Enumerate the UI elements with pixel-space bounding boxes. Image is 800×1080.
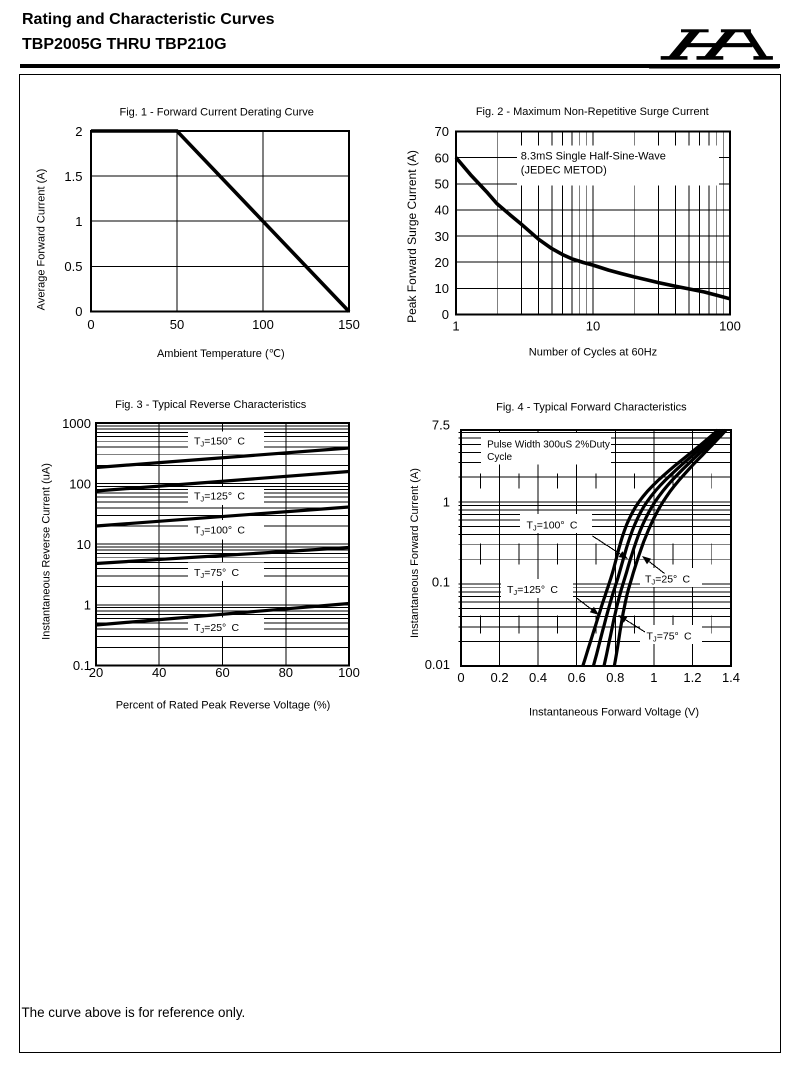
svg-text:Fig. 1 - Forward Current Derat: Fig. 1 - Forward Current Derating Curve (119, 107, 313, 119)
svg-text:TJ=25° C: TJ=25° C (645, 574, 690, 587)
svg-text:TJ=75° C: TJ=75° C (647, 631, 692, 644)
svg-text:0.1: 0.1 (73, 658, 91, 673)
svg-text:70: 70 (435, 124, 449, 139)
svg-text:Fig. 4 - Typical Forward Chara: Fig. 4 - Typical Forward Characteristics (496, 402, 687, 414)
svg-text:Percent of Rated Peak Reverse: Percent of Rated Peak Reverse Voltage (%… (116, 700, 331, 712)
svg-text:Number of Cycles at 60Hz: Number of Cycles at 60Hz (529, 347, 657, 359)
svg-text:10: 10 (586, 319, 600, 334)
svg-text:1: 1 (84, 598, 91, 613)
svg-text:TJ=25° C: TJ=25° C (194, 622, 239, 635)
svg-text:0: 0 (87, 317, 94, 332)
svg-text:Peak Forward Surge Current (A): Peak Forward Surge Current (A) (405, 150, 419, 323)
svg-text:TJ=150° C: TJ=150° C (194, 436, 245, 449)
svg-text:100: 100 (69, 476, 91, 491)
svg-text:0: 0 (457, 670, 464, 685)
svg-text:TJ=100° C: TJ=100° C (527, 520, 578, 533)
svg-text:30: 30 (435, 229, 449, 244)
svg-text:1: 1 (443, 494, 450, 509)
svg-text:1.2: 1.2 (683, 670, 701, 685)
svg-text:40: 40 (435, 203, 449, 218)
svg-text:0: 0 (75, 304, 82, 319)
svg-text:Instantaneous Forward Voltage: Instantaneous Forward Voltage (V) (529, 706, 699, 718)
svg-text:100: 100 (719, 319, 741, 334)
svg-text:10: 10 (435, 281, 449, 296)
svg-text:(JEDEC METOD): (JEDEC METOD) (521, 164, 607, 176)
svg-text:100: 100 (252, 317, 274, 332)
svg-text:50: 50 (170, 317, 184, 332)
svg-text:Fig. 3 - Typical Reverse Chara: Fig. 3 - Typical Reverse Characteristics (115, 399, 307, 411)
svg-text:TJ=125° C: TJ=125° C (194, 491, 245, 504)
svg-text:1.4: 1.4 (722, 670, 740, 685)
svg-text:80: 80 (279, 665, 293, 680)
svg-text:0.2: 0.2 (491, 670, 509, 685)
svg-text:Fig. 2 - Maximum Non-Repetitiv: Fig. 2 - Maximum Non-Repetitive Surge Cu… (476, 106, 709, 118)
svg-text:0.4: 0.4 (529, 670, 547, 685)
svg-text:150: 150 (338, 317, 360, 332)
svg-text:0.1: 0.1 (432, 575, 450, 590)
svg-text:50: 50 (435, 177, 449, 192)
svg-text:0.5: 0.5 (64, 259, 82, 274)
svg-text:20: 20 (435, 255, 449, 270)
svg-text:0.8: 0.8 (606, 670, 624, 685)
svg-text:0.6: 0.6 (568, 670, 586, 685)
svg-text:TJ=125° C: TJ=125° C (507, 584, 558, 597)
svg-text:1.5: 1.5 (64, 169, 82, 184)
svg-text:2: 2 (75, 124, 82, 139)
svg-text:Cycle: Cycle (487, 452, 512, 463)
svg-text:Ambient Temperature (℃): Ambient Temperature (℃) (157, 348, 285, 360)
svg-text:20: 20 (89, 665, 103, 680)
svg-text:60: 60 (215, 665, 229, 680)
svg-text:10: 10 (77, 537, 91, 552)
svg-text:Instantaneous Reverse Current: Instantaneous Reverse Current (uA) (41, 463, 53, 640)
svg-text:7.5: 7.5 (432, 418, 450, 433)
svg-text:Instantaneous Forward Current: Instantaneous Forward Current (A) (409, 468, 421, 638)
svg-text:Average Forward Current (A): Average Forward Current (A) (36, 169, 48, 311)
svg-text:40: 40 (152, 665, 166, 680)
svg-text:Pulse Width 300uS 2%Duty: Pulse Width 300uS 2%Duty (487, 439, 610, 450)
svg-text:1: 1 (452, 319, 459, 334)
svg-text:0: 0 (442, 307, 449, 322)
svg-text:1000: 1000 (62, 416, 91, 431)
svg-text:100: 100 (338, 665, 360, 680)
svg-text:TJ=100° C: TJ=100° C (194, 525, 245, 538)
svg-text:1: 1 (650, 670, 657, 685)
svg-text:60: 60 (435, 150, 449, 165)
svg-text:1: 1 (75, 214, 82, 229)
svg-text:TJ=75° C: TJ=75° C (194, 567, 239, 580)
svg-text:0.01: 0.01 (425, 657, 450, 672)
svg-text:8.3mS Single Half-Sine-Wave: 8.3mS Single Half-Sine-Wave (521, 150, 666, 162)
